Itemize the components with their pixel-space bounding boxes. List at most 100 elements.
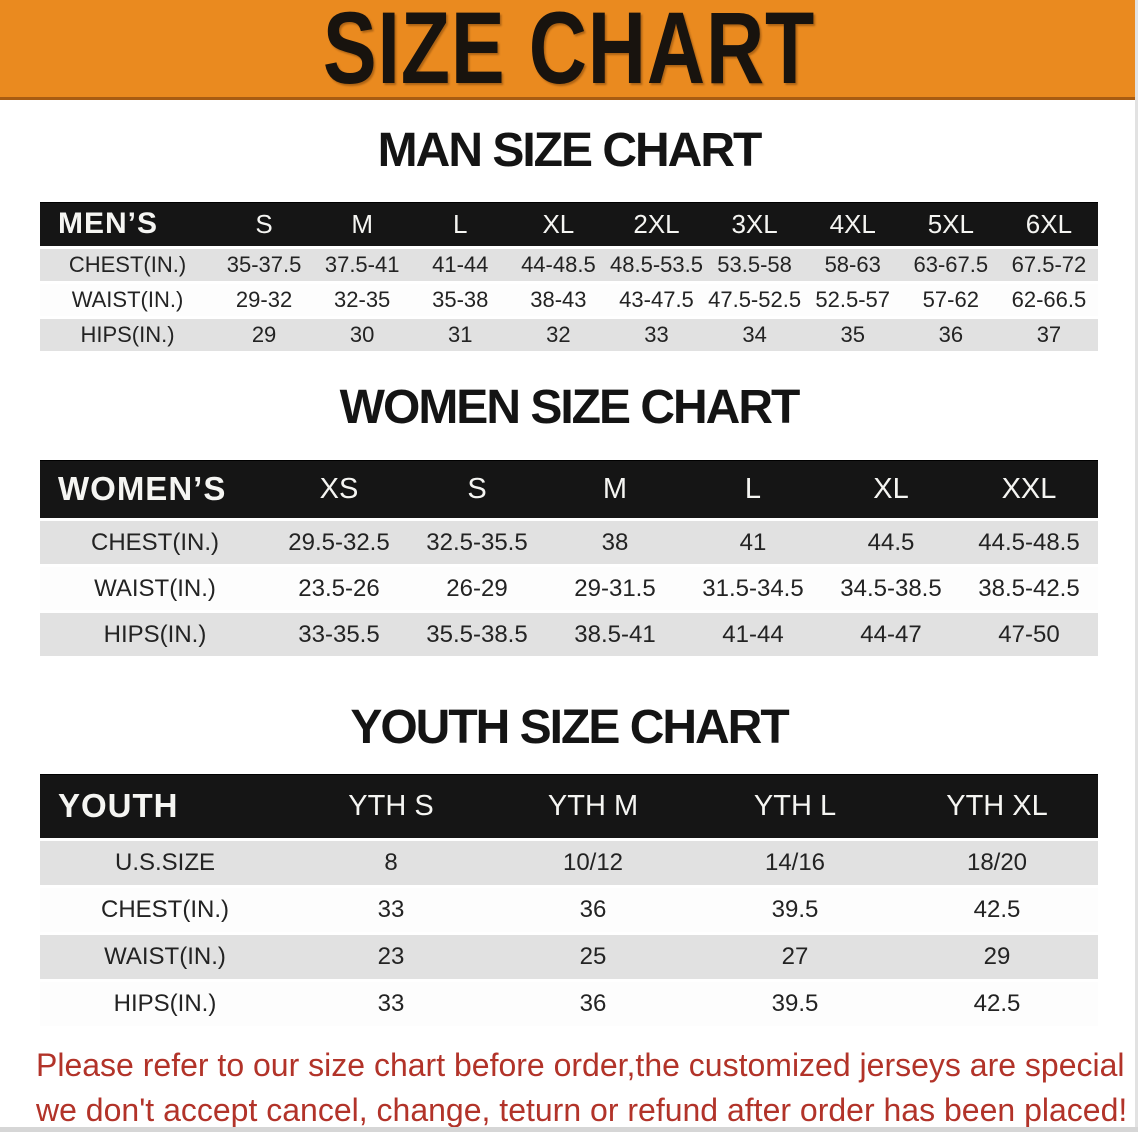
men-value-cell: 62-66.5 [999,284,1098,316]
women-value-cell: 38 [546,521,684,564]
men-row-label-cell: CHEST(IN.) [40,249,215,281]
men-value-cell: 36 [901,319,1000,351]
women-value-cell: 47-50 [960,613,1098,656]
women-value-cell: 34.5-38.5 [822,567,960,610]
men-value-cell: 53.5-58 [705,249,804,281]
women-value-cell: 41 [684,521,822,564]
page-title: SIZE CHART [322,0,816,100]
men-value-cell: 67.5-72 [999,249,1098,281]
men-size-header-cell: 5XL [901,202,1000,246]
youth-size-header-cell: YTH M [492,774,694,838]
youth-size-header-cell: YTH L [694,774,896,838]
men-size-header-cell: XL [509,202,608,246]
youth-value-cell: 42.5 [896,982,1098,1026]
youth-size-header-cell: YTH S [290,774,492,838]
women-table-row: HIPS(IN.) 33-35.5 35.5-38.5 38.5-41 41-44 44-… [40,613,1098,656]
men-table-row: CHEST(IN.) 35-37.5 37.5-41 41-44 44-48.5 48.5… [40,249,1098,281]
youth-value-cell: 10/12 [492,841,694,885]
youth-header-row: YOUTH YTH S YTH M YTH L YTH XL [40,774,1098,838]
men-size-table: MEN’S S M L XL 2XL 3XL 4XL 5XL 6XL CHEST(IN.) 35-37… [40,199,1098,354]
women-value-cell: 32.5-35.5 [408,521,546,564]
women-section-heading: WOMEN SIZE CHART [339,381,801,434]
men-value-cell: 48.5-53.5 [607,249,706,281]
youth-table-title-cell: YOUTH [40,774,290,838]
men-size-header-cell: 6XL [999,202,1098,246]
men-value-cell: 33 [607,319,706,351]
youth-value-cell: 29 [896,935,1098,979]
men-section-heading: MAN SIZE CHART [377,124,763,177]
men-value-cell: 29 [215,319,314,351]
women-size-header-cell: XXL [960,460,1098,518]
women-value-cell: 38.5-42.5 [960,567,1098,610]
youth-value-cell: 14/16 [694,841,896,885]
men-value-cell: 30 [313,319,412,351]
men-table-row: WAIST(IN.) 29-32 32-35 35-38 38-43 43-47.5 47.… [40,284,1098,316]
men-value-cell: 31 [411,319,510,351]
men-value-cell: 57-62 [901,284,1000,316]
men-size-header-cell: S [215,202,314,246]
disclaimer-line-2: we don't accept cancel, change, teturn o… [36,1092,1128,1128]
men-table-title-cell: MEN’S [40,202,215,246]
women-value-cell: 41-44 [684,613,822,656]
women-header-row: WOMEN’S XS S M L XL XXL [40,460,1098,518]
youth-table-row: HIPS(IN.) 33 36 39.5 42.5 [40,982,1098,1026]
youth-table-row: CHEST(IN.) 33 36 39.5 42.5 [40,888,1098,932]
youth-row-label-cell: CHEST(IN.) [40,888,290,932]
youth-size-header-cell: YTH XL [896,774,1098,838]
men-size-header-cell: M [313,202,412,246]
youth-value-cell: 39.5 [694,982,896,1026]
disclaimer: Please refer to our size chart before or… [0,1043,1138,1132]
women-row-label-cell: CHEST(IN.) [40,521,270,564]
women-value-cell: 31.5-34.5 [684,567,822,610]
women-size-section: WOMEN SIZE CHART WOMEN’S XS S M L XL XXL CHEST(… [0,384,1138,659]
men-size-header-cell: 3XL [705,202,804,246]
men-size-header-cell: 2XL [607,202,706,246]
men-value-cell: 63-67.5 [901,249,1000,281]
youth-value-cell: 36 [492,982,694,1026]
men-value-cell: 47.5-52.5 [705,284,804,316]
women-size-table: WOMEN’S XS S M L XL XXL CHEST(IN.) 29.5-32.5 32.5… [40,457,1098,659]
youth-value-cell: 39.5 [694,888,896,932]
men-value-cell: 58-63 [803,249,902,281]
youth-value-cell: 33 [290,982,492,1026]
men-value-cell: 44-48.5 [509,249,608,281]
women-value-cell: 33-35.5 [270,613,408,656]
men-value-cell: 29-32 [215,284,314,316]
men-size-header-cell: L [411,202,510,246]
women-row-label-cell: WAIST(IN.) [40,567,270,610]
women-value-cell: 44.5-48.5 [960,521,1098,564]
women-value-cell: 35.5-38.5 [408,613,546,656]
youth-value-cell: 36 [492,888,694,932]
women-value-cell: 23.5-26 [270,567,408,610]
men-value-cell: 52.5-57 [803,284,902,316]
youth-value-cell: 25 [492,935,694,979]
women-size-header-cell: XS [270,460,408,518]
women-value-cell: 38.5-41 [546,613,684,656]
men-value-cell: 43-47.5 [607,284,706,316]
men-value-cell: 35-37.5 [215,249,314,281]
women-size-header-cell: S [408,460,546,518]
women-size-header-cell: L [684,460,822,518]
youth-size-section: YOUTH SIZE CHART YOUTH YTH S YTH M YTH L YTH… [0,704,1138,1029]
youth-value-cell: 18/20 [896,841,1098,885]
youth-value-cell: 42.5 [896,888,1098,932]
women-value-cell: 29.5-32.5 [270,521,408,564]
men-value-cell: 37.5-41 [313,249,412,281]
men-table-row: HIPS(IN.) 29 30 31 32 33 34 35 36 37 [40,319,1098,351]
youth-row-label-cell: HIPS(IN.) [40,982,290,1026]
youth-table-row: WAIST(IN.) 23 25 27 29 [40,935,1098,979]
youth-value-cell: 23 [290,935,492,979]
men-row-label-cell: WAIST(IN.) [40,284,215,316]
women-value-cell: 44.5 [822,521,960,564]
women-value-cell: 44-47 [822,613,960,656]
men-header-row: MEN’S S M L XL 2XL 3XL 4XL 5XL 6XL [40,202,1098,246]
men-value-cell: 41-44 [411,249,510,281]
youth-value-cell: 27 [694,935,896,979]
women-size-header-cell: M [546,460,684,518]
men-value-cell: 32 [509,319,608,351]
men-value-cell: 32-35 [313,284,412,316]
men-size-section: MAN SIZE CHART MEN’S S M L XL 2XL 3XL 4XL 5XL 6XL… [0,127,1138,354]
men-value-cell: 35-38 [411,284,510,316]
women-table-row: WAIST(IN.) 23.5-26 26-29 29-31.5 31.5-34.5 34… [40,567,1098,610]
